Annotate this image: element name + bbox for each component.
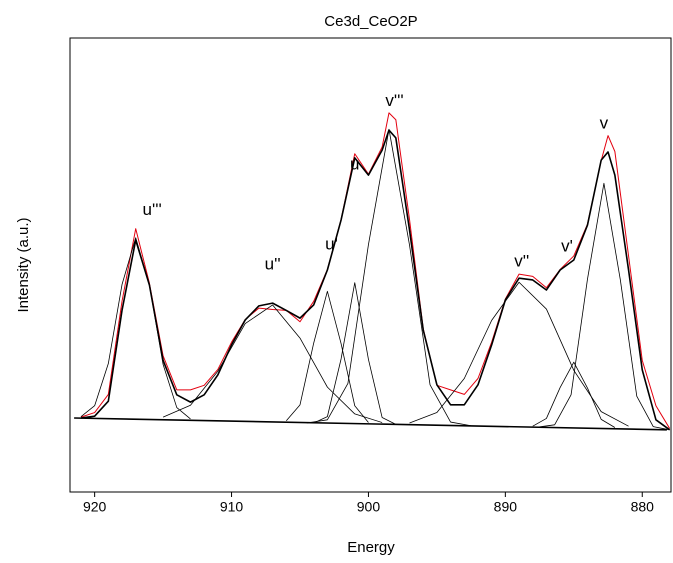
x-tick-label: 900 [357, 499, 381, 515]
series-line [313, 282, 397, 425]
series-line [74, 417, 667, 431]
y-axis-label: Intensity (a.u.) [15, 217, 32, 312]
x-tick-label: 920 [83, 499, 107, 515]
x-tick-label: 910 [220, 499, 244, 515]
peak-label: u [350, 155, 359, 174]
series-line [80, 112, 671, 429]
peak-label: v [600, 114, 609, 133]
series-line [409, 281, 629, 427]
chart-title: Ce3d_CeO2P [324, 13, 417, 30]
series-line [162, 304, 383, 423]
peak-label: v'' [514, 251, 529, 270]
peak-label: v' [561, 236, 573, 255]
peak-label: u' [325, 235, 338, 254]
series-line [538, 182, 670, 431]
x-tick-label: 890 [494, 499, 518, 515]
peak-label: u'' [265, 254, 281, 273]
series-line [306, 128, 472, 427]
x-axis-label: Energy [347, 539, 395, 556]
series-line [80, 237, 191, 420]
plot-frame [69, 37, 672, 493]
peak-label: u''' [143, 200, 162, 219]
series-line [80, 129, 671, 431]
peak-label: v''' [385, 91, 403, 110]
series-line [286, 290, 369, 423]
series-line [532, 361, 616, 428]
x-tick-label: 880 [631, 499, 655, 515]
